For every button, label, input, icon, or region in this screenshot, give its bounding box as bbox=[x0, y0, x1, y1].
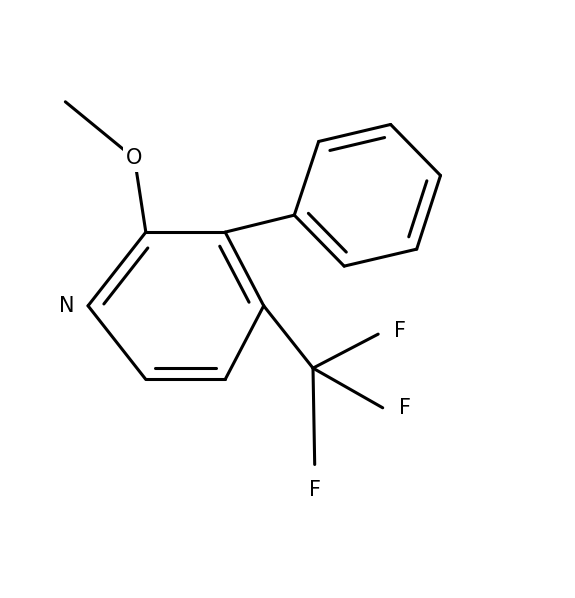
Text: F: F bbox=[394, 321, 406, 341]
Text: F: F bbox=[398, 398, 411, 418]
Text: O: O bbox=[126, 148, 143, 169]
Text: N: N bbox=[59, 296, 74, 316]
Text: F: F bbox=[309, 480, 321, 501]
